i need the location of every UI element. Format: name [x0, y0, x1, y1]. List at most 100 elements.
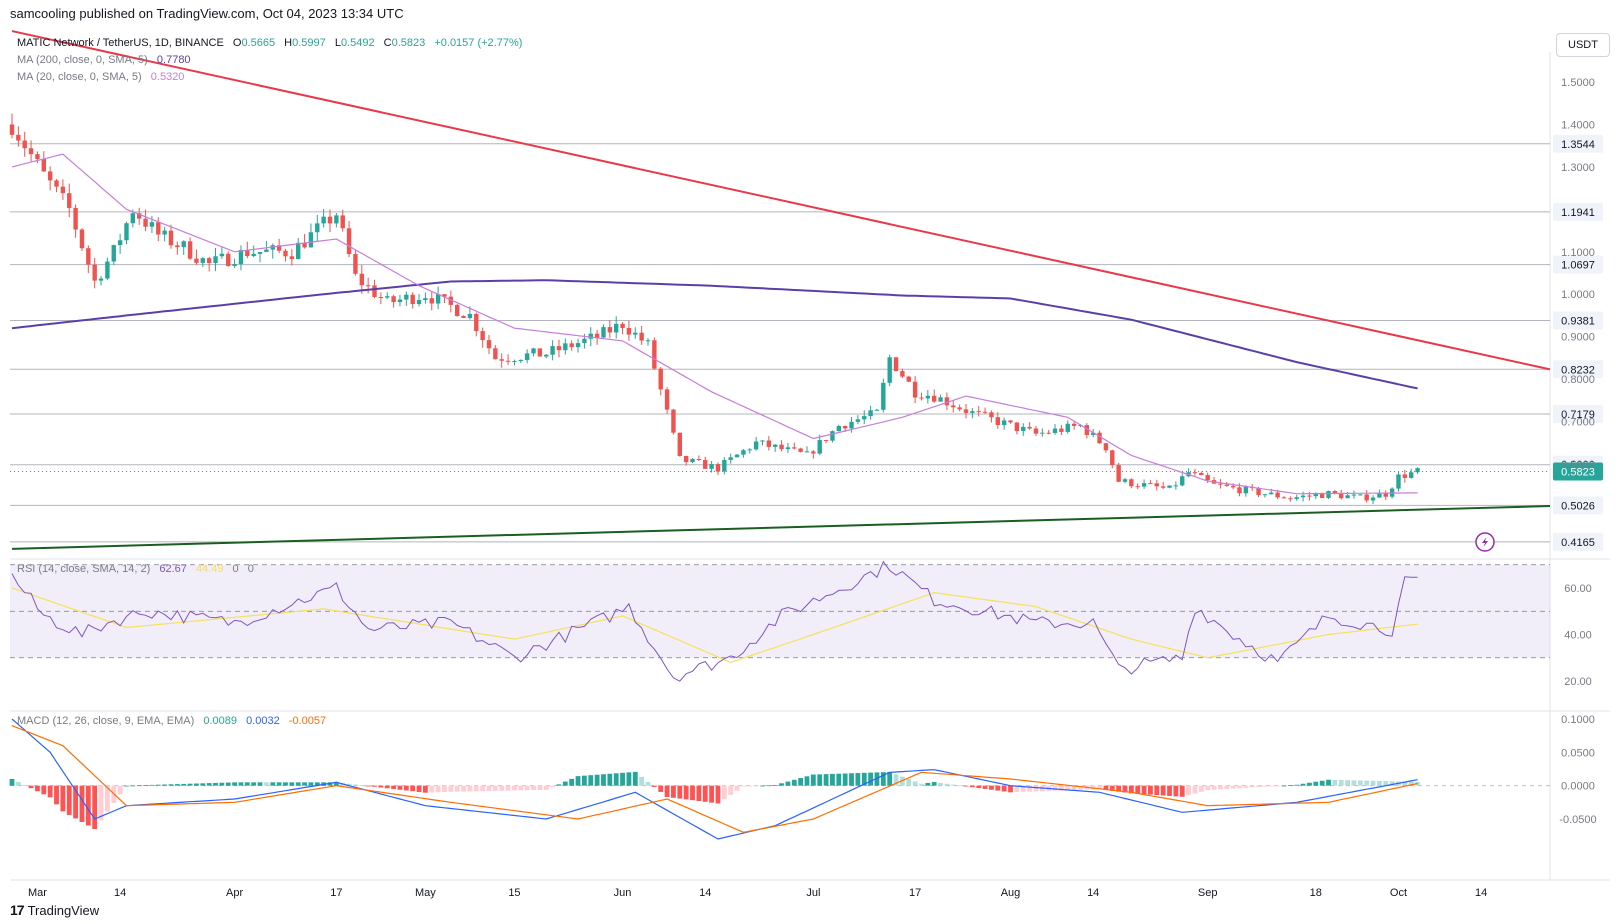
lightning-icon[interactable] [1475, 532, 1495, 552]
candle-down [486, 340, 492, 349]
candle-down [16, 134, 21, 141]
candle-down [1135, 486, 1140, 488]
candle-down [226, 253, 231, 267]
macd-histogram-bar [645, 781, 651, 786]
candle-down [60, 186, 66, 194]
macd-histogram-bar [473, 785, 479, 792]
candle-down [798, 448, 803, 452]
price-tick-label: 1.5000 [1561, 77, 1595, 89]
macd-histogram-bar [1109, 785, 1115, 791]
candle-up [257, 251, 263, 254]
candle-up [645, 340, 651, 342]
macd-histogram-bar [435, 785, 441, 793]
macd-histogram-bar [1338, 780, 1344, 786]
macd-histogram-bar [702, 785, 708, 802]
date-tick-label: 15 [508, 887, 520, 899]
legend-c-value: 0.5823 [392, 37, 426, 49]
legend-c-label: C [384, 37, 392, 49]
candle-down [1071, 423, 1077, 426]
legend-macd[interactable]: MACD (12, 26, close, 9, EMA, EMA) 0.0089… [17, 715, 326, 727]
candle-down [1332, 491, 1338, 494]
resistance-trendline[interactable] [11, 30, 1551, 371]
legend-ma20[interactable]: MA (20, close, 0, SMA, 5) 0.5320 [17, 71, 184, 83]
macd-line[interactable] [11, 718, 1418, 840]
macd-histogram-bar [225, 782, 231, 786]
macd-histogram-bar [569, 778, 575, 786]
candle-up [550, 346, 555, 355]
macd-histogram-bar [721, 785, 727, 800]
support-trendline[interactable] [11, 505, 1551, 550]
macd-histogram-bar [1033, 785, 1039, 792]
macd-histogram-bar [1262, 785, 1268, 787]
macd-signal-line[interactable] [11, 725, 1418, 833]
candle-down [455, 304, 460, 317]
currency-button[interactable]: USDT [1556, 33, 1610, 57]
ma200-line[interactable] [11, 279, 1418, 390]
macd-histogram-bar [1319, 780, 1325, 786]
macd-histogram-bar [35, 785, 40, 792]
candle-up [817, 440, 822, 454]
candle-down [474, 313, 479, 332]
candle-down [963, 409, 969, 413]
candle-down [912, 381, 918, 398]
candle-up [512, 361, 517, 363]
candle-down [302, 242, 307, 248]
macd-histogram-bar [454, 785, 460, 792]
macd-histogram-bar [238, 782, 244, 786]
candle-up [1358, 494, 1363, 496]
candle-down [1046, 432, 1051, 434]
macd-histogram-bar [213, 782, 218, 786]
macd-histogram-bar [499, 785, 505, 791]
macd-histogram-bar [1065, 785, 1071, 791]
candle-down [245, 249, 250, 257]
macd-histogram-bar [613, 773, 619, 786]
candle-up [1243, 486, 1249, 494]
macd-histogram-bar [41, 785, 47, 795]
macd-histogram-bar [810, 774, 816, 786]
macd-histogram-bar [270, 782, 276, 786]
legend-rsi-label: RSI (14, close, SMA, 14, 2) [17, 563, 150, 575]
macd-histogram-bar [963, 785, 969, 787]
candle-up [98, 278, 104, 281]
macd-histogram-bar [181, 783, 187, 786]
macd-histogram-bar [1103, 785, 1109, 791]
macd-histogram-bar [66, 785, 72, 815]
date-tick-label: Jun [614, 887, 632, 899]
rsi-line[interactable] [11, 560, 1418, 682]
legend-h-label: H [284, 37, 292, 49]
candle-up [416, 300, 422, 305]
main-pane[interactable] [10, 52, 1550, 553]
macd-histogram-bar [1313, 781, 1319, 786]
legend-ma200[interactable]: MA (200, close, 0, SMA, 5) 0.7780 [17, 54, 191, 66]
candle-up [728, 457, 733, 460]
tradingview-logo-icon: 17 [10, 902, 25, 918]
macd-histogram-bar [1211, 785, 1217, 790]
candle-down [1230, 485, 1236, 488]
candle-down [442, 294, 447, 297]
macd-histogram-bar [136, 785, 142, 787]
legend-ma20-label: MA (20, close, 0, SMA, 5) [17, 71, 142, 83]
candle-down [1027, 426, 1032, 429]
ma20-line[interactable] [11, 153, 1418, 495]
candle-up [881, 382, 886, 410]
price-tick-label: 1.3000 [1561, 162, 1595, 174]
candle-down [677, 432, 682, 456]
candle-up [836, 425, 841, 432]
macd-histogram-bar [206, 783, 212, 786]
rsi-ma-line[interactable] [11, 587, 1418, 664]
candle-up [785, 447, 791, 450]
macd-histogram-bar [22, 785, 28, 786]
level-label: 1.0697 [1561, 260, 1595, 272]
candle-up [970, 411, 975, 413]
candle-down [340, 215, 345, 229]
candle-down [1033, 428, 1039, 434]
candle-down [1288, 498, 1293, 500]
candle-up [1415, 468, 1420, 473]
macd-histogram-bar [925, 782, 931, 786]
legend-rsi[interactable]: RSI (14, close, SMA, 14, 2) 62.67 44.49 … [17, 563, 254, 575]
date-tick-label: 14 [114, 887, 126, 899]
candle-down [493, 348, 498, 360]
candle-up [1167, 485, 1172, 488]
candle-up [232, 264, 237, 267]
